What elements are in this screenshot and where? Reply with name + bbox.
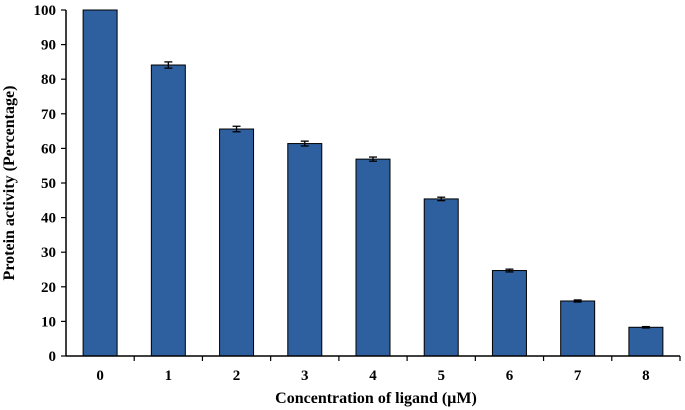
bar bbox=[423, 198, 459, 357]
y-tick-label: 30 bbox=[41, 245, 56, 261]
y-tick-label: 50 bbox=[41, 176, 56, 192]
y-tick-label: 60 bbox=[41, 141, 56, 157]
x-tick-label: 4 bbox=[369, 368, 377, 384]
y-tick-label: 90 bbox=[41, 38, 56, 54]
bar bbox=[219, 128, 255, 357]
y-tick-label: 40 bbox=[41, 211, 56, 227]
x-tick-label: 6 bbox=[506, 368, 514, 384]
bar bbox=[560, 300, 596, 357]
bar bbox=[628, 326, 664, 357]
y-tick-label: 0 bbox=[49, 349, 57, 365]
x-tick-label: 2 bbox=[233, 368, 241, 384]
x-tick-label: 8 bbox=[642, 368, 650, 384]
y-tick-label: 100 bbox=[34, 3, 57, 19]
bar bbox=[82, 9, 118, 357]
x-tick-label: 7 bbox=[574, 368, 582, 384]
x-tick-label: 5 bbox=[437, 368, 445, 384]
x-axis-title: Concentration of ligand (µM) bbox=[275, 390, 477, 407]
bar bbox=[150, 64, 186, 357]
y-tick-label: 20 bbox=[41, 280, 56, 296]
x-tick-label: 0 bbox=[96, 368, 104, 384]
x-tick-label: 1 bbox=[165, 368, 173, 384]
bars-group bbox=[82, 9, 664, 357]
y-axis-title: Protein activity (Percentage) bbox=[1, 86, 18, 281]
x-tick-label: 3 bbox=[301, 368, 309, 384]
x-axis: 0 1 2 3 4 5 6 7 8 bbox=[96, 356, 681, 384]
y-tick-label: 10 bbox=[41, 314, 56, 330]
y-tick-label: 80 bbox=[41, 72, 56, 88]
bar bbox=[355, 158, 391, 357]
bar bbox=[491, 270, 527, 357]
bar bbox=[287, 143, 323, 357]
y-axis: 0 10 20 30 40 50 60 70 80 90 100 bbox=[34, 3, 66, 365]
y-tick-label: 70 bbox=[41, 107, 56, 123]
